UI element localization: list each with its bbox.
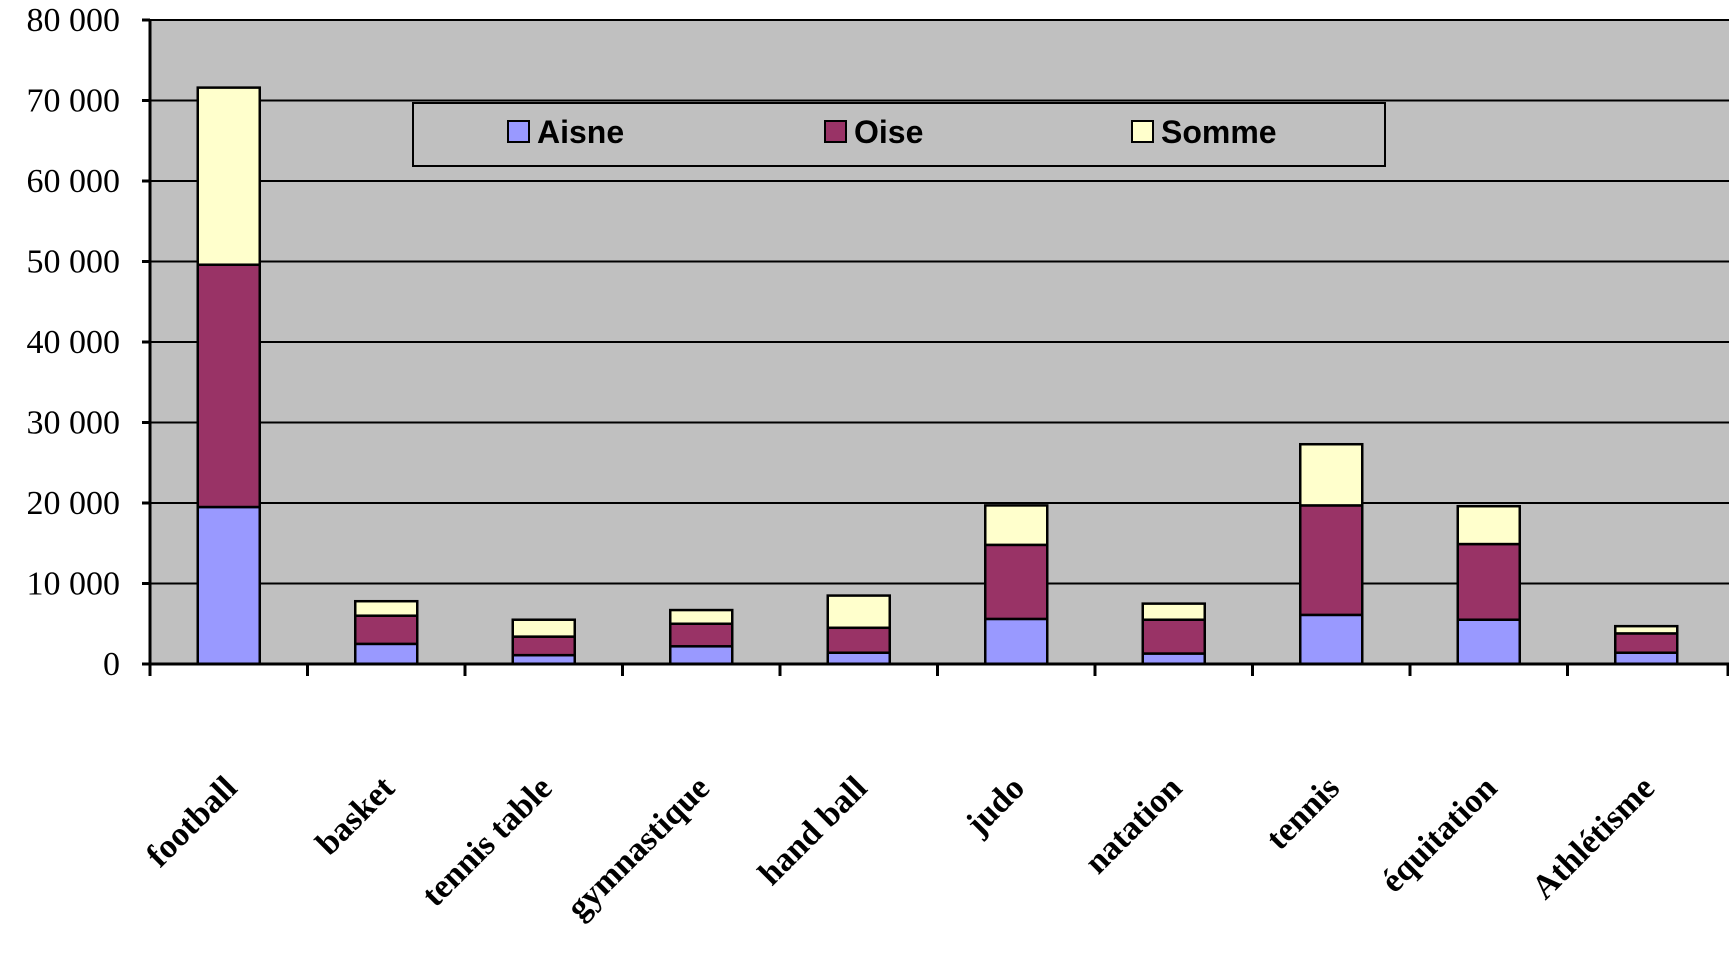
x-tick-label: basket <box>309 769 402 862</box>
bar-somme-équitation <box>1456 504 1521 546</box>
bars <box>196 86 1679 666</box>
legend-label-oise: Oise <box>854 114 923 150</box>
y-tick-label: 0 <box>103 646 120 683</box>
y-tick-label: 80 000 <box>27 2 121 39</box>
bar-aisne-natation <box>1141 652 1206 666</box>
legend: Aisne Oise Somme <box>412 102 1386 167</box>
bar-oise-basket <box>354 614 419 646</box>
bar-somme-Athlétisme <box>1614 624 1679 635</box>
y-tick-label: 40 000 <box>27 324 121 361</box>
bar-oise-équitation <box>1456 542 1521 621</box>
bar-aisne-tennis <box>1299 613 1364 666</box>
y-tick-label: 10 000 <box>27 566 121 603</box>
gridlines <box>150 19 1729 585</box>
bar-oise-hand-ball <box>826 626 891 654</box>
bar-somme-natation <box>1141 602 1206 621</box>
y-tick-label: 70 000 <box>27 83 121 120</box>
y-tick-label: 60 000 <box>27 163 121 200</box>
legend-swatch-oise <box>824 120 847 143</box>
bar-somme-judo <box>984 504 1049 547</box>
bar-oise-Athlétisme <box>1614 632 1679 654</box>
bar-aisne-hand-ball <box>826 651 891 666</box>
y-tick-label: 50 000 <box>27 244 121 281</box>
legend-swatch-somme <box>1131 120 1154 143</box>
legend-label-aisne: Aisne <box>537 114 624 150</box>
bar-somme-basket <box>354 599 419 617</box>
bar-oise-natation <box>1141 618 1206 655</box>
bar-oise-tennis-table <box>511 635 576 657</box>
bar-aisne-gymnastique <box>669 645 734 666</box>
x-tick-label: tennis table <box>415 769 559 913</box>
bar-oise-tennis <box>1299 504 1364 617</box>
bar-somme-football <box>196 86 261 266</box>
x-tick-label: tennis <box>1259 769 1347 857</box>
x-axis-ticks: football basket tennis table gymnastique han… <box>139 664 1729 927</box>
bar-somme-tennis <box>1299 442 1364 507</box>
x-tick-label: natation <box>1078 769 1190 881</box>
y-axis-ticks: 0 10 000 20 000 30 000 40 000 50 000 60 000 70 … <box>27 2 150 683</box>
legend-label-somme: Somme <box>1161 114 1277 150</box>
bar-oise-gymnastique <box>669 622 734 648</box>
bar-aisne-football <box>196 505 261 666</box>
bar-aisne-judo <box>984 617 1049 666</box>
bar-aisne-basket <box>354 642 419 666</box>
bar-somme-hand-ball <box>826 594 891 630</box>
x-tick-label: hand ball <box>751 769 874 892</box>
y-tick-label: 30 000 <box>27 405 121 442</box>
x-tick-label: gymnastique <box>560 769 717 926</box>
bar-aisne-Athlétisme <box>1614 651 1679 666</box>
x-tick-label: Athlétisme <box>1525 769 1662 906</box>
bar-aisne-équitation <box>1456 618 1521 666</box>
x-tick-label: équitation <box>1374 769 1504 899</box>
bar-oise-judo <box>984 543 1049 621</box>
x-tick-label: football <box>139 769 244 874</box>
bar-somme-tennis-table <box>511 618 576 638</box>
bar-somme-gymnastique <box>669 608 734 626</box>
bar-oise-football <box>196 263 261 509</box>
legend-swatch-aisne <box>507 120 530 143</box>
x-tick-label: judo <box>958 769 1032 843</box>
y-tick-label: 20 000 <box>27 485 121 522</box>
legend-box <box>412 102 1386 167</box>
